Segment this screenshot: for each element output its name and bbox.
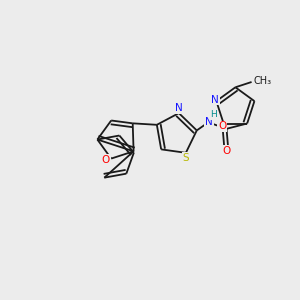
- Text: N: N: [175, 103, 183, 113]
- Text: O: O: [218, 122, 226, 131]
- Text: N: N: [211, 94, 219, 105]
- Text: S: S: [182, 153, 189, 163]
- Text: O: O: [102, 155, 110, 165]
- Text: H: H: [210, 110, 217, 119]
- Text: N: N: [205, 117, 213, 127]
- Text: O: O: [222, 146, 231, 156]
- Text: CH₃: CH₃: [254, 76, 272, 85]
